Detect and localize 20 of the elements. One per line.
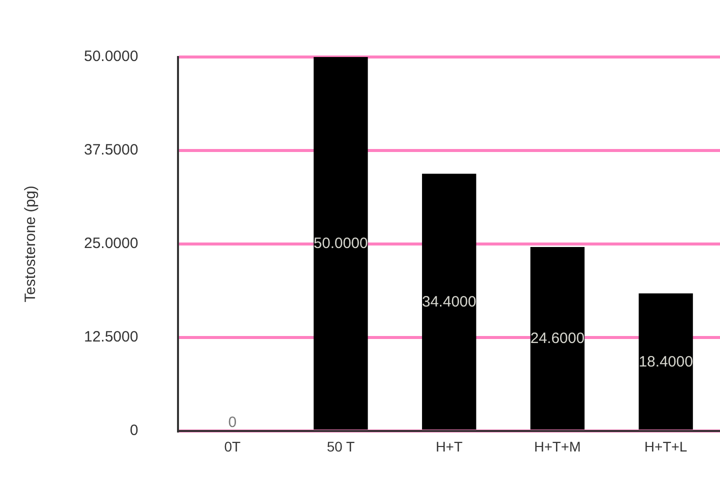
bar bbox=[314, 57, 368, 430]
data-label: 18.4000 bbox=[638, 353, 693, 370]
data-label: 34.4000 bbox=[422, 293, 476, 310]
bar bbox=[530, 246, 585, 430]
x-tick-label: 0T bbox=[224, 438, 242, 454]
data-label: 0 bbox=[228, 414, 237, 432]
y-tick-label: 25.0000 bbox=[84, 235, 138, 252]
bar bbox=[638, 293, 693, 430]
y-tick-label: 37.5000 bbox=[84, 142, 138, 159]
y-tick-label: 12.5000 bbox=[84, 328, 138, 346]
y-axis-title: Testosterone (pg) bbox=[22, 186, 40, 302]
data-label: 50.0000 bbox=[314, 235, 368, 252]
data-label: 24.6000 bbox=[530, 330, 585, 348]
x-tick-label: H+T+L bbox=[644, 438, 688, 454]
x-tick-label: 50 T bbox=[326, 438, 356, 454]
x-tick-label: H+T+M bbox=[534, 438, 581, 454]
y-tick-label: 0 bbox=[130, 422, 138, 440]
x-tick-label: H+T bbox=[436, 438, 463, 454]
y-tick-label: 50.0000 bbox=[84, 48, 138, 66]
bar bbox=[422, 174, 476, 430]
